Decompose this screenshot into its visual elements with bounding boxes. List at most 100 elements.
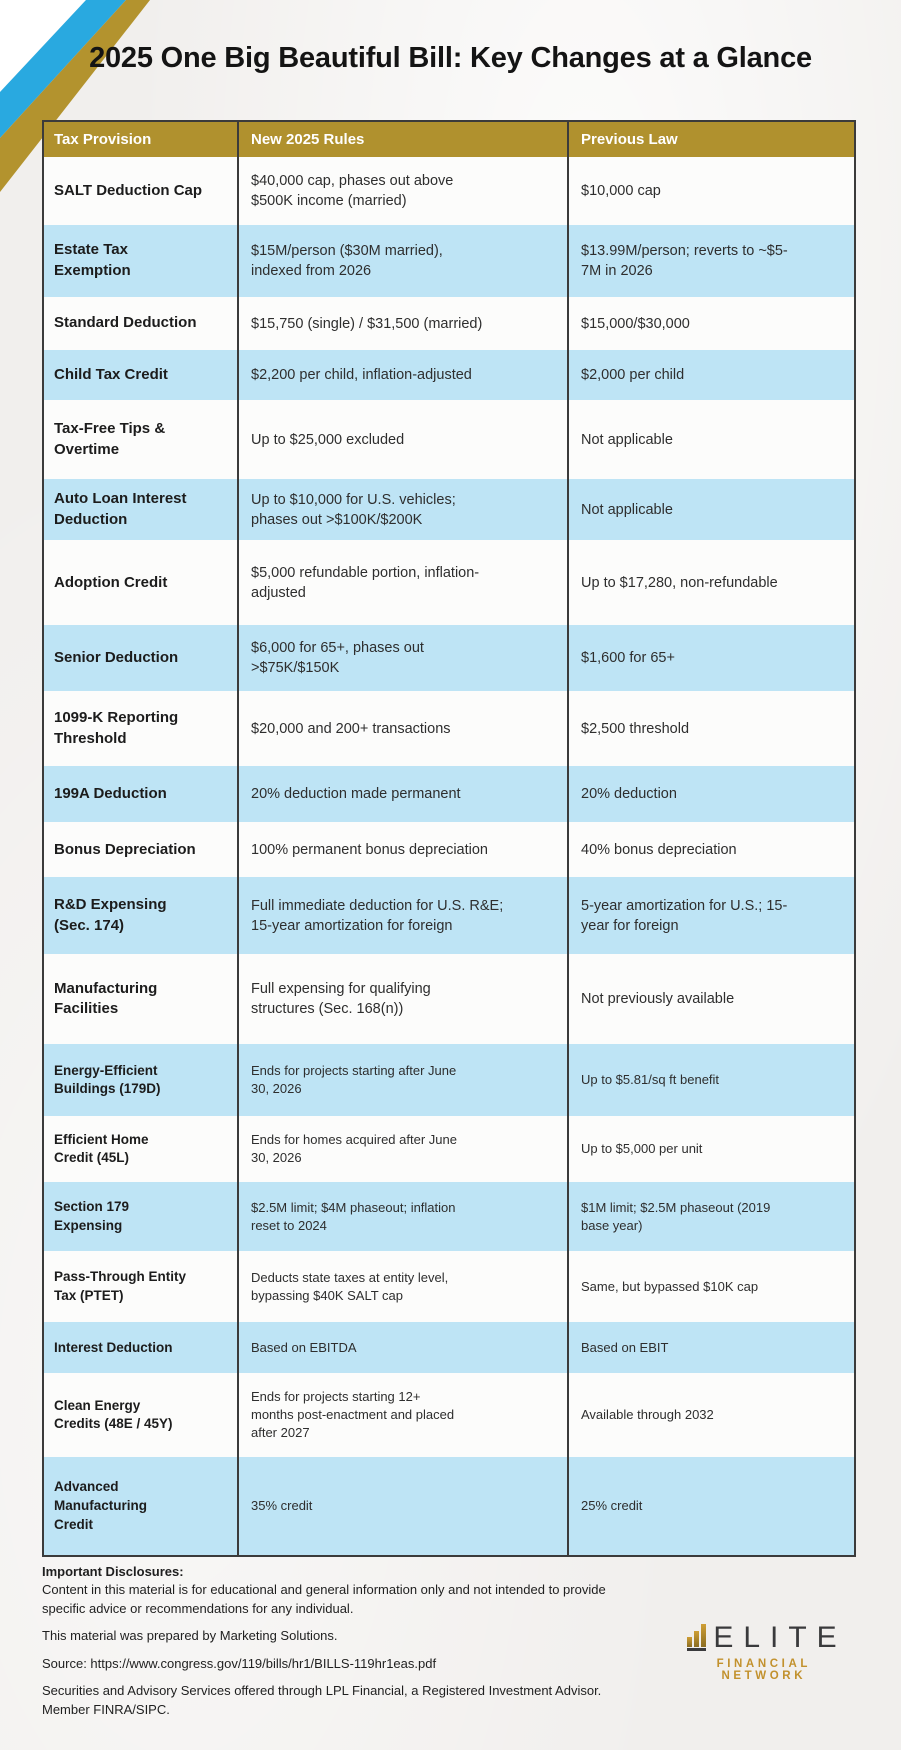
provision-cell: 1099-K Reporting Threshold	[54, 709, 179, 747]
provision-cell: Bonus Depreciation	[54, 840, 196, 858]
provision-cell: Estate Tax Exemption	[54, 241, 131, 279]
disclosures-body-text: Content in this material is for educatio…	[42, 1582, 606, 1616]
logo-name: ELITE	[713, 1621, 847, 1654]
previous-law-cell: 20% deduction	[567, 766, 854, 823]
previous-law-cell: Up to $5.81/sq ft benefit	[567, 1044, 854, 1117]
new-2025-rules-cell: 20% deduction made permanent	[237, 766, 567, 823]
previous-law-cell: Same, but bypassed $10K cap	[567, 1251, 854, 1323]
new-2025-rules-cell: $15,750 (single) / $31,500 (married)	[237, 297, 567, 350]
previous-law-cell: Based on EBIT	[567, 1322, 854, 1374]
previous-law-cell: Available through 2032	[567, 1373, 854, 1458]
table-row: Interest Deduction Based on EBITDA Based…	[44, 1322, 854, 1374]
provision-cell: 199A Deduction	[54, 785, 167, 803]
table-row: Manufacturing Facilities Full expensing …	[44, 954, 854, 1045]
provision-cell: R&D Expensing (Sec. 174)	[54, 896, 167, 934]
table-row: SALT Deduction Cap $40,000 cap, phases o…	[44, 157, 854, 225]
column-header-tax-provision: Tax Provision	[54, 131, 152, 148]
provision-cell: Standard Deduction	[54, 314, 197, 332]
table-row: 1099-K Reporting Threshold $20,000 and 2…	[44, 691, 854, 767]
provision-cell: Advanced Manufacturing Credit	[54, 1479, 147, 1532]
table-row: Tax-Free Tips & Overtime Up to $25,000 e…	[44, 400, 854, 479]
table-row: Advanced Manufacturing Credit 35% credit…	[44, 1457, 854, 1556]
provision-cell: Auto Loan Interest Deduction	[54, 490, 187, 528]
new-2025-rules-cell: Full immediate deduction for U.S. R&E; 1…	[237, 877, 567, 955]
column-header-new-2025-rules: New 2025 Rules	[237, 122, 567, 157]
page-title: 2025 One Big Beautiful Bill: Key Changes…	[89, 42, 812, 74]
new-2025-rules-cell: $20,000 and 200+ transactions	[237, 691, 567, 767]
table-row: Energy-Efficient Buildings (179D) Ends f…	[44, 1044, 854, 1117]
bar-chart-icon	[687, 1624, 707, 1651]
disclosures-section: Important Disclosures: Content in this m…	[42, 1563, 627, 1728]
elite-financial-network-logo: ELITE FINANCIAL NETWORK	[672, 1621, 852, 1682]
new-2025-rules-cell: Full expensing for qualifying structures…	[237, 954, 567, 1045]
provision-cell: SALT Deduction Cap	[54, 181, 203, 199]
new-2025-rules-cell: Ends for projects starting after June 30…	[237, 1044, 567, 1117]
table-row: Bonus Depreciation 100% permanent bonus …	[44, 822, 854, 878]
table-row: Clean Energy Credits (48E / 45Y) Ends fo…	[44, 1373, 854, 1458]
table-row: 199A Deduction 20% deduction made perman…	[44, 766, 854, 823]
previous-law-cell: $2,500 threshold	[567, 691, 854, 767]
new-2025-rules-cell: $2,200 per child, inflation-adjusted	[237, 350, 567, 400]
previous-law-cell: Not applicable	[567, 479, 854, 541]
source-text: Source: https://www.congress.gov/119/bil…	[42, 1655, 437, 1671]
new-2025-rules-cell: $2.5M limit; $4M phaseout; inflation res…	[237, 1182, 567, 1252]
table-row: Estate Tax Exemption $15M/person ($30M m…	[44, 225, 854, 297]
table-row: R&D Expensing (Sec. 174) Full immediate …	[44, 877, 854, 955]
previous-law-cell: $15,000/$30,000	[567, 297, 854, 350]
new-2025-rules-cell: Up to $10,000 for U.S. vehicles; phases …	[237, 479, 567, 541]
previous-law-cell: Up to $5,000 per unit	[567, 1116, 854, 1183]
new-2025-rules-cell: $15M/person ($30M married), indexed from…	[237, 225, 567, 297]
provision-cell: Efficient Home Credit (45L)	[54, 1131, 149, 1166]
provision-cell: Section 179 Expensing	[54, 1199, 130, 1233]
corner-stripe-decoration	[0, 0, 150, 192]
provision-cell: Interest Deduction	[54, 1339, 173, 1355]
table-row: Auto Loan Interest Deduction Up to $10,0…	[44, 479, 854, 541]
previous-law-cell: $1M limit; $2.5M phaseout (2019 base yea…	[567, 1182, 854, 1252]
provision-cell: Child Tax Credit	[54, 365, 168, 383]
provision-cell: Clean Energy Credits (48E / 45Y)	[54, 1397, 173, 1432]
prepared-by-text: This material was prepared by Marketing …	[42, 1628, 338, 1644]
previous-law-cell: $1,600 for 65+	[567, 625, 854, 692]
previous-law-cell: $13.99M/person; reverts to ~$5- 7M in 20…	[567, 225, 854, 297]
table-row: Adoption Credit $5,000 refundable portio…	[44, 540, 854, 626]
new-2025-rules-cell: Based on EBITDA	[237, 1322, 567, 1374]
new-2025-rules-cell: Ends for homes acquired after June 30, 2…	[237, 1116, 567, 1183]
previous-law-cell: $10,000 cap	[567, 157, 854, 225]
disclosures-title: Important Disclosures:	[42, 1564, 184, 1579]
previous-law-cell: 5-year amortization for U.S.; 15- year f…	[567, 877, 854, 955]
table-header-row: Tax Provision New 2025 Rules Previous La…	[44, 122, 854, 157]
new-2025-rules-cell: $6,000 for 65+, phases out >$75K/$150K	[237, 625, 567, 692]
previous-law-cell: 40% bonus depreciation	[567, 822, 854, 878]
provision-cell: Manufacturing Facilities	[54, 979, 158, 1018]
new-2025-rules-cell: $5,000 refundable portion, inflation- ad…	[237, 540, 567, 626]
tax-comparison-table: Tax Provision New 2025 Rules Previous La…	[42, 120, 856, 1558]
column-header-previous-law: Previous Law	[567, 122, 854, 157]
new-2025-rules-cell: Ends for projects starting 12+ months po…	[237, 1373, 567, 1458]
previous-law-cell: Up to $17,280, non-refundable	[567, 540, 854, 626]
previous-law-cell: 25% credit	[567, 1457, 854, 1556]
new-2025-rules-cell: 100% permanent bonus depreciation	[237, 822, 567, 878]
provision-cell: Pass-Through Entity Tax (PTET)	[54, 1269, 187, 1303]
table-row: Child Tax Credit $2,200 per child, infla…	[44, 350, 854, 400]
table-row: Pass-Through Entity Tax (PTET) Deducts s…	[44, 1251, 854, 1323]
logo-subtitle: FINANCIAL NETWORK	[716, 1658, 811, 1682]
new-2025-rules-cell: $40,000 cap, phases out above $500K inco…	[237, 157, 567, 225]
new-2025-rules-cell: Deducts state taxes at entity level, byp…	[237, 1251, 567, 1323]
lpl-disclosure-text: Securities and Advisory Services offered…	[42, 1683, 602, 1717]
provision-cell: Senior Deduction	[54, 649, 179, 667]
previous-law-cell: Not previously available	[567, 954, 854, 1045]
table-row: Senior Deduction $6,000 for 65+, phases …	[44, 625, 854, 692]
new-2025-rules-cell: 35% credit	[237, 1457, 567, 1556]
provision-cell: Energy-Efficient Buildings (179D)	[54, 1062, 161, 1097]
new-2025-rules-cell: Up to $25,000 excluded	[237, 400, 567, 479]
table-row: Efficient Home Credit (45L) Ends for hom…	[44, 1116, 854, 1183]
provision-cell: Tax-Free Tips & Overtime	[54, 419, 166, 458]
table-row: Section 179 Expensing $2.5M limit; $4M p…	[44, 1182, 854, 1252]
previous-law-cell: Not applicable	[567, 400, 854, 479]
table-body: SALT Deduction Cap $40,000 cap, phases o…	[44, 157, 854, 1556]
table-row: Standard Deduction $15,750 (single) / $3…	[44, 297, 854, 350]
provision-cell: Adoption Credit	[54, 573, 168, 591]
logo-wordmark: ELITE	[672, 1621, 852, 1654]
previous-law-cell: $2,000 per child	[567, 350, 854, 400]
